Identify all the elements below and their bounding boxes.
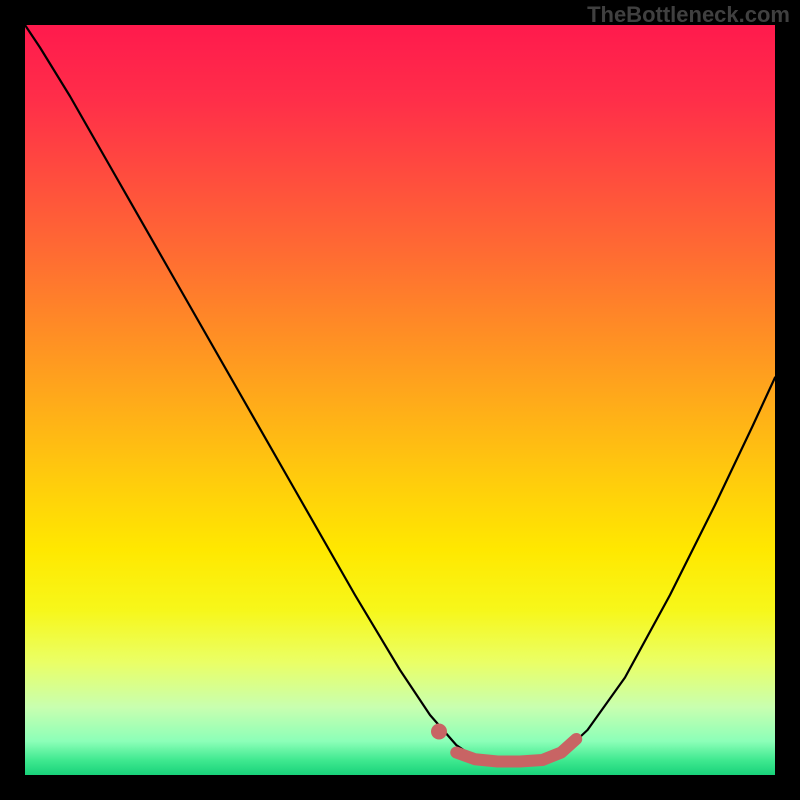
highlight-marker	[431, 724, 447, 740]
plot-background	[25, 25, 775, 775]
chart-svg	[25, 25, 775, 775]
chart-container	[25, 25, 775, 775]
watermark-text: TheBottleneck.com	[587, 2, 790, 28]
